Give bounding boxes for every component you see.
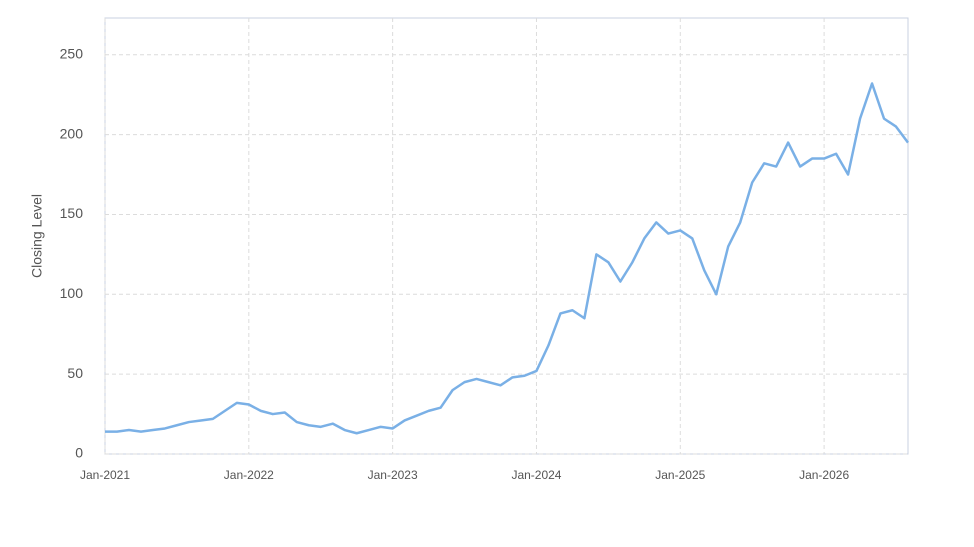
y-tick-label: 0 bbox=[75, 445, 83, 461]
y-tick-label: 200 bbox=[60, 125, 84, 141]
x-tick-label: Jan-2022 bbox=[224, 468, 274, 482]
y-tick-label: 150 bbox=[60, 205, 84, 221]
y-tick-label: 100 bbox=[60, 285, 84, 301]
x-tick-label: Jan-2024 bbox=[511, 468, 561, 482]
data-line bbox=[105, 82, 909, 435]
y-axis-label: Closing Level bbox=[29, 194, 45, 278]
x-tick-label: Jan-2023 bbox=[368, 468, 418, 482]
x-tick-label: Jan-2026 bbox=[799, 468, 849, 482]
y-tick-label: 50 bbox=[67, 365, 83, 381]
x-tick-label: Jan-2025 bbox=[655, 468, 705, 482]
plot-frame bbox=[104, 17, 909, 455]
y-tick-label: 250 bbox=[60, 45, 84, 61]
x-tick-label: Jan-2021 bbox=[80, 468, 130, 482]
